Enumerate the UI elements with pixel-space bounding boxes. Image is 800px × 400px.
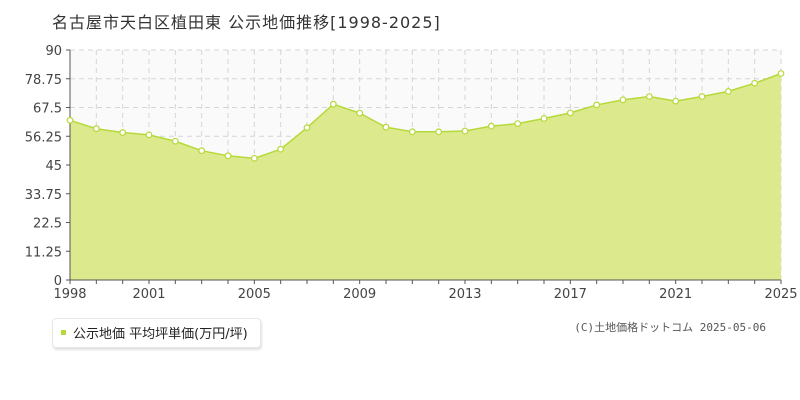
data-point [356, 109, 364, 117]
legend-label: 公示地価 平均坪単価(万円/坪) [73, 327, 248, 342]
data-point [619, 96, 627, 104]
data-point [66, 116, 74, 124]
data-point [408, 128, 416, 136]
data-point [698, 93, 706, 100]
x-tick-label: 1998 [53, 287, 86, 302]
data-point [487, 122, 495, 130]
data-point [461, 127, 469, 135]
data-point [224, 152, 232, 160]
data-point [198, 147, 206, 155]
series-line [69, 72, 782, 160]
y-tick-label: 78.75 [25, 73, 62, 88]
x-tick-label: 2013 [448, 287, 481, 302]
y-tick-labels: 0 11.25 22.5 33.75 45 56.25 67.5 78.75 90 [25, 44, 62, 289]
data-point [566, 109, 574, 117]
legend-marker [61, 330, 66, 335]
y-tick-label: 33.75 [25, 188, 62, 203]
data-point [303, 124, 311, 132]
y-tick-label: 67.5 [33, 102, 62, 117]
y-tick-label: 90 [45, 44, 62, 59]
data-point [645, 93, 653, 100]
x-tick-label: 2017 [554, 287, 587, 302]
data-point [724, 87, 732, 95]
data-point [92, 125, 100, 133]
data-point [145, 131, 153, 139]
area-fill [70, 73, 781, 280]
data-point [329, 100, 337, 108]
data-point [119, 129, 127, 136]
data-point [277, 145, 285, 153]
data-point [171, 137, 179, 145]
data-point [672, 97, 680, 105]
x-tick-label: 2001 [132, 287, 165, 302]
y-tick-label: 22.5 [33, 217, 62, 232]
y-tick-label: 11.25 [25, 245, 62, 260]
axes [66, 49, 782, 284]
y-tick-label: 45 [45, 159, 62, 174]
data-point [751, 79, 759, 87]
x-tick-label: 2021 [659, 287, 692, 302]
legend: 公示地価 平均坪単価(万円/坪) [52, 318, 261, 348]
data-point [250, 154, 258, 162]
chart-title: 名古屋市天白区植田東 公示地価推移[1998-2025] [52, 13, 441, 32]
x-tick-label: 2009 [343, 287, 376, 302]
data-point [777, 70, 785, 77]
data-point [382, 123, 390, 131]
data-point [540, 115, 548, 122]
data-point [514, 120, 522, 127]
y-tick-label: 56.25 [25, 130, 62, 145]
x-tick-label: 2025 [764, 287, 797, 302]
x-tick-label: 2005 [238, 287, 271, 302]
y-tick-label: 0 [54, 274, 62, 289]
series-points [66, 70, 785, 162]
series-area [69, 72, 782, 280]
x-tick-labels: 1998 2001 2005 2009 2013 2017 2021 2025 [53, 287, 797, 302]
data-point [435, 128, 443, 136]
copyright-text: (C)土地価格ドットコム 2025-05-06 [574, 321, 766, 334]
data-point [593, 101, 601, 109]
